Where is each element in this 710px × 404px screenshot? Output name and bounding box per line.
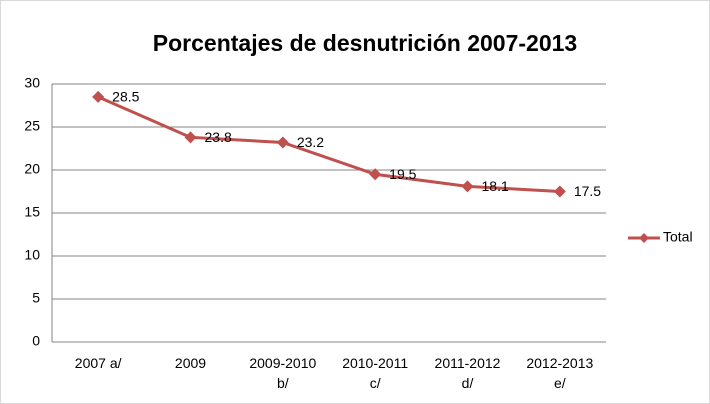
y-tick-label: 30	[24, 75, 40, 91]
data-label: 18.1	[482, 178, 509, 194]
x-tick-label: 2009	[175, 355, 206, 371]
data-label: 23.2	[297, 134, 324, 150]
data-label: 19.5	[389, 166, 416, 182]
y-tick-label: 15	[24, 204, 40, 220]
legend-label: Total	[663, 229, 693, 245]
line-series	[97, 95, 560, 193]
legend-marker	[639, 233, 649, 243]
y-tick-label: 5	[32, 290, 40, 306]
data-label: 17.5	[574, 183, 601, 199]
x-tick-label: 2012-2013 e/	[526, 355, 593, 391]
point-marker	[92, 90, 105, 103]
y-tick-label: 0	[32, 333, 40, 349]
chart-title: Porcentajes de desnutrición 2007-2013	[153, 30, 577, 56]
y-tick-label: 25	[24, 118, 40, 134]
point-marker	[553, 185, 566, 198]
data-label: 28.5	[112, 89, 139, 105]
y-tick-label: 20	[24, 161, 40, 177]
y-tick-label: 10	[24, 247, 40, 263]
point-marker	[276, 136, 289, 149]
point-marker	[461, 180, 474, 193]
x-tick-label: 2007 a/	[75, 355, 122, 371]
x-tick-label: 2010-2011 c/	[342, 355, 408, 391]
data-label: 23.8	[205, 129, 232, 145]
point-marker	[369, 168, 382, 181]
x-tick-label: 2011-2012 d/	[435, 355, 501, 391]
x-tick-label: 2009-2010 b/	[249, 355, 316, 391]
point-marker	[184, 131, 197, 144]
